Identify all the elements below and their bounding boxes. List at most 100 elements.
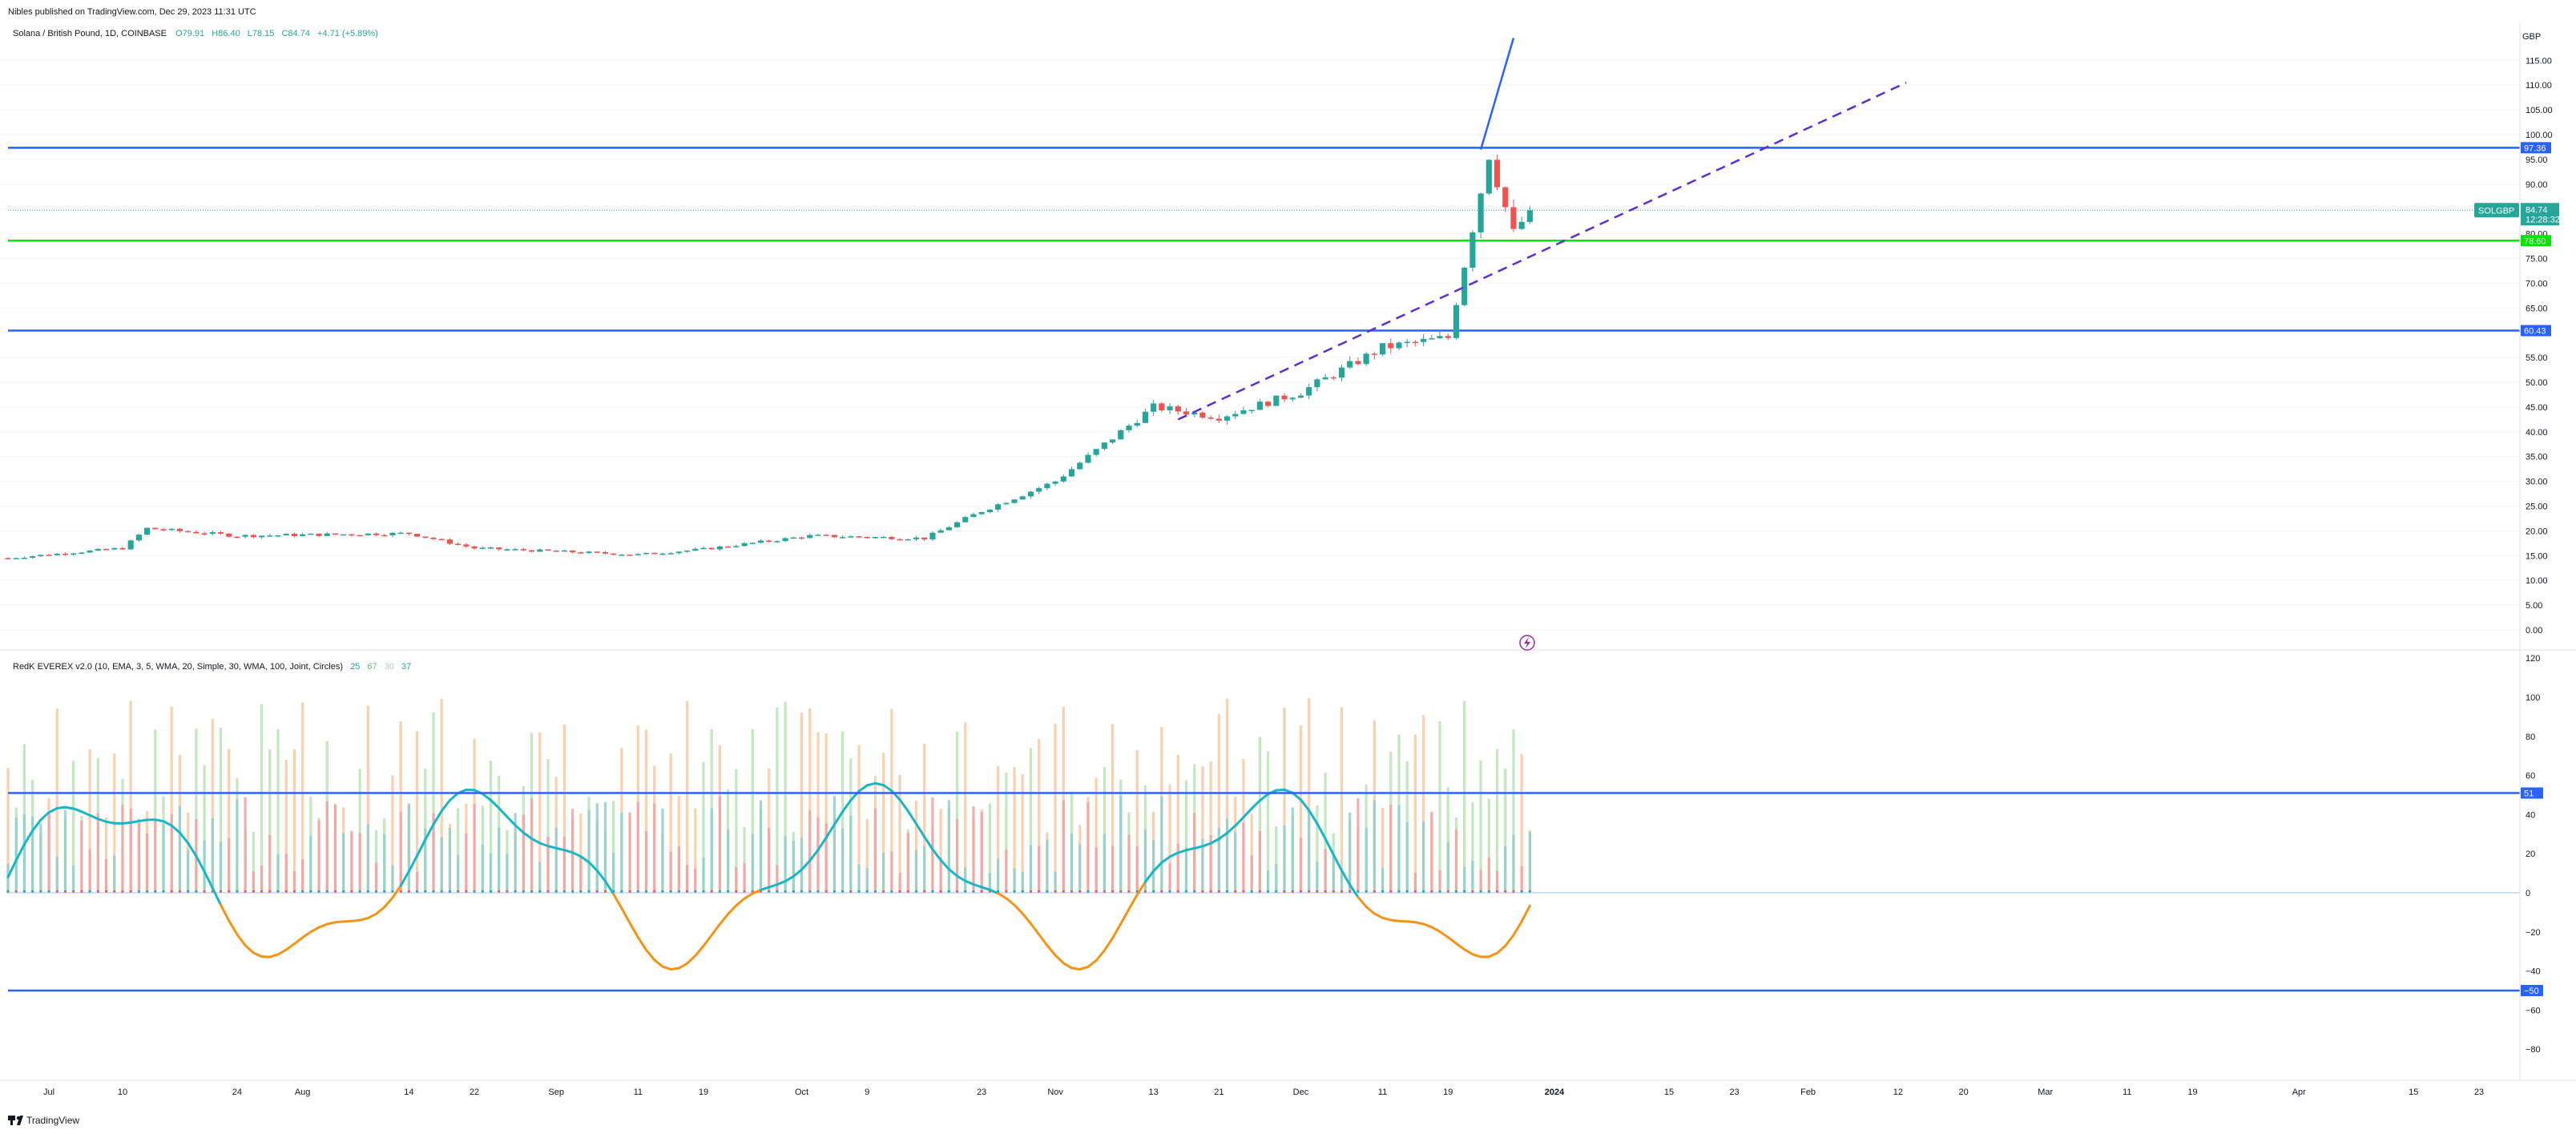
histogram-inner-bar <box>1078 844 1082 893</box>
oscillator-signal-segment <box>579 855 591 864</box>
candle-body <box>667 553 674 555</box>
oscillator-axis[interactable]: 120 100 80 60 40 20 0 −20 −40 −60 −80 <box>2526 654 2541 1055</box>
histogram-inner-bar <box>1487 857 1490 893</box>
dashed-trendline[interactable] <box>1177 81 1907 421</box>
histogram-inner-bar <box>988 873 992 893</box>
histogram-bar <box>1258 736 1261 893</box>
oscillator-signal-segment <box>1111 922 1123 940</box>
zero-dot <box>170 890 173 893</box>
candle-body <box>1207 418 1214 419</box>
histogram-inner-bar <box>55 856 58 893</box>
histogram-inner-bar <box>1308 809 1311 893</box>
price-tick-label: 50.00 <box>2526 378 2548 388</box>
oscillator-signal-segment <box>220 903 231 922</box>
candle-body <box>160 529 167 531</box>
time-tick-label: Aug <box>295 1088 311 1097</box>
oscillator-signal-segment <box>1520 904 1531 923</box>
oscillator-signal-segment <box>1021 912 1032 925</box>
time-tick-label: 13 <box>1149 1088 1159 1097</box>
histogram-bar <box>203 765 206 893</box>
histogram-bar <box>129 700 132 893</box>
oscillator-signal-segment <box>236 933 247 947</box>
histogram-inner-bar <box>1299 837 1303 893</box>
oscillator-signal-segment <box>546 845 558 849</box>
histogram-inner-bar <box>1029 845 1033 893</box>
trendlines[interactable] <box>1177 38 1907 421</box>
zero-dot <box>1528 890 1531 893</box>
candle-body <box>1060 476 1066 482</box>
time-axis[interactable]: Jul 10 24 Aug 14 22 Sep 11 19 Oct 9 23 Nov 13 21 Dec 11 1… <box>43 1088 2484 1097</box>
oscillator-signal-segment <box>1258 793 1270 802</box>
oscillator-signal-segment <box>440 799 451 813</box>
candle-body <box>242 535 248 537</box>
histogram-bar <box>6 768 10 893</box>
histogram-inner-bar <box>129 808 132 893</box>
oscillator-signal-segment <box>416 838 427 858</box>
oscillator-signal-segment <box>1127 894 1139 910</box>
histogram-inner-bar <box>301 859 304 893</box>
histogram-inner-bar <box>546 837 550 893</box>
time-tick-label: 9 <box>865 1088 869 1097</box>
oscillator-signal-segment <box>947 868 959 878</box>
oscillator-tick-label: 100 <box>2526 693 2540 703</box>
tradingview-wordmark: TradingView <box>26 1115 79 1126</box>
histogram-inner-bar <box>1054 871 1057 893</box>
histogram-inner-bar <box>768 828 771 893</box>
histogram-inner-bar <box>1324 849 1327 893</box>
zero-dot <box>546 890 550 893</box>
oscillator-signal-segment <box>1046 944 1057 957</box>
candle-body <box>831 535 837 538</box>
histogram-bar <box>1463 700 1466 893</box>
histogram-inner-bar <box>465 833 468 893</box>
zero-dot <box>55 890 58 893</box>
histogram-inner-bar <box>562 837 566 893</box>
histogram-inner-bar <box>554 827 558 893</box>
candle-body <box>381 535 388 537</box>
time-tick-label: 23 <box>2474 1088 2484 1097</box>
oscillator-signal-segment <box>595 869 607 883</box>
histogram-inner-bar <box>399 811 402 893</box>
histogram-inner-bar <box>1160 797 1163 893</box>
zero-dot <box>947 890 950 893</box>
oscillator-signal-segment <box>1193 845 1204 849</box>
ohlc-open-label: O <box>175 29 183 38</box>
histogram-bar <box>219 727 223 893</box>
histogram-inner-bar <box>63 809 67 893</box>
price-tick-label: 95.00 <box>2526 155 2548 165</box>
histogram-inner-bar <box>873 808 877 893</box>
candle-body <box>1052 481 1058 484</box>
candle-body <box>537 549 543 552</box>
candle-body <box>135 535 142 541</box>
oscillator-signal-segment <box>358 917 369 922</box>
oscillator-signal-segment <box>1160 855 1171 864</box>
candle-body <box>1306 387 1312 396</box>
histogram-inner-bar <box>14 817 18 893</box>
candle-body <box>258 535 265 538</box>
symbol-legend[interactable]: Solana / British Pound, 1D, COINBASE O79… <box>13 29 378 38</box>
histogram-bar <box>1471 801 1474 893</box>
oscillator-signal-segment <box>31 818 42 833</box>
zero-dot <box>768 890 771 893</box>
price-tick-label: 10.00 <box>2526 576 2548 586</box>
zero-dot <box>997 890 1000 893</box>
zero-dot <box>1414 890 1417 893</box>
currency-label[interactable]: GBP <box>2522 32 2541 42</box>
oscillator-signal-segment <box>808 849 820 862</box>
histogram-inner-bar <box>1316 862 1319 893</box>
solid-trendline[interactable] <box>1479 38 1515 150</box>
histogram-inner-bar <box>1242 822 1245 893</box>
zero-dot <box>236 890 239 893</box>
zero-dot <box>882 890 885 893</box>
histogram-bar <box>644 729 648 893</box>
zero-dot <box>105 890 107 893</box>
zero-dot <box>964 890 967 893</box>
zero-dot <box>784 890 787 893</box>
oscillator-signal-segment <box>366 912 378 920</box>
histogram-inner-bar <box>865 868 869 893</box>
lightning-icon[interactable] <box>1519 635 1535 651</box>
price-axis[interactable]: 115.00110.00105.00100.0095.0090.0085.008… <box>2526 56 2553 636</box>
indicator-legend[interactable]: RedK EVEREX v2.0 (10, EMA, 3, 5, WMA, 20… <box>13 662 411 672</box>
oscillator-signal-segment <box>350 918 361 922</box>
price-tick-label: 20.00 <box>2526 527 2548 536</box>
